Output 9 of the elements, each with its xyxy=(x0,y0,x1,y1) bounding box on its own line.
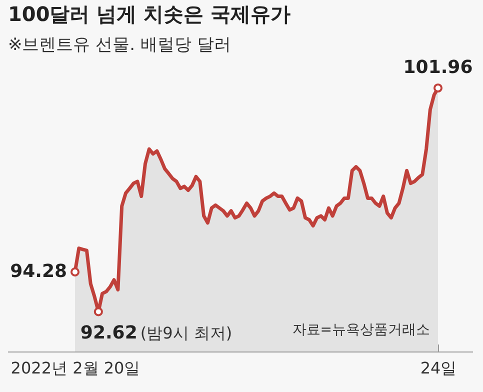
x-tick-label: 24일 xyxy=(420,358,457,378)
chart-subtitle: ※브렌트유 선물. 배럴당 달러 xyxy=(8,35,231,55)
data-label: 94.28 xyxy=(10,260,67,282)
data-label: 101.96 xyxy=(403,57,473,78)
data-label: 92.62 xyxy=(80,322,138,344)
x-tick-label: 2022년 2월 20일 xyxy=(10,358,140,378)
annotation: 자료=뉴욕상품거래소 xyxy=(292,322,430,338)
annotation: (밤9시 최저) xyxy=(140,324,232,343)
chart-title: 100달러 넘게 치솟은 국제유가 xyxy=(8,2,291,26)
